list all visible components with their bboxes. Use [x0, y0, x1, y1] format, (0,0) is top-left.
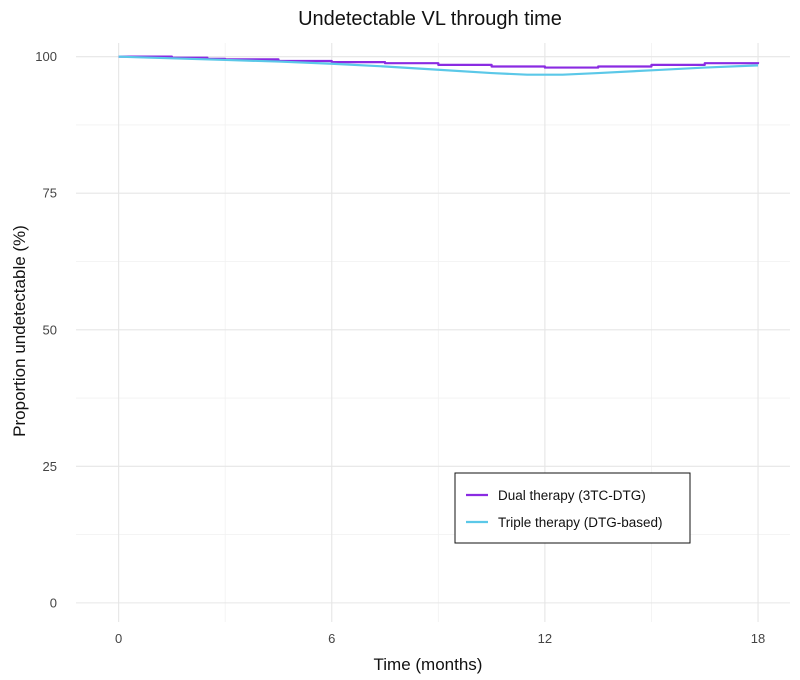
chart-title: Undetectable VL through time	[298, 8, 562, 30]
legend-label-dual: Dual therapy (3TC-DTG)	[498, 488, 646, 503]
x-tick-label: 6	[328, 631, 335, 646]
y-tick-label: 100	[35, 49, 57, 64]
y-axis-title: Proportion undetectable (%)	[10, 225, 29, 437]
x-tick-label: 0	[115, 631, 122, 646]
grid	[76, 43, 790, 622]
legend: Dual therapy (3TC-DTG) Triple therapy (D…	[454, 472, 691, 544]
series-line-triple-therapy	[118, 55, 759, 76]
legend-box	[454, 472, 691, 544]
x-axis-title: Time (months)	[374, 655, 483, 674]
y-tick-label: 25	[43, 459, 57, 474]
y-tick-label: 0	[50, 595, 57, 610]
legend-label-triple: Triple therapy (DTG-based)	[498, 515, 663, 530]
x-tick-label: 12	[538, 631, 552, 646]
y-tick-label: 75	[43, 186, 57, 201]
x-tick-label: 18	[751, 631, 765, 646]
tick-labels: 0 6 12 18 0 25 50 75 100	[35, 49, 765, 646]
y-tick-label: 50	[43, 322, 57, 337]
series-layer	[118, 55, 760, 76]
